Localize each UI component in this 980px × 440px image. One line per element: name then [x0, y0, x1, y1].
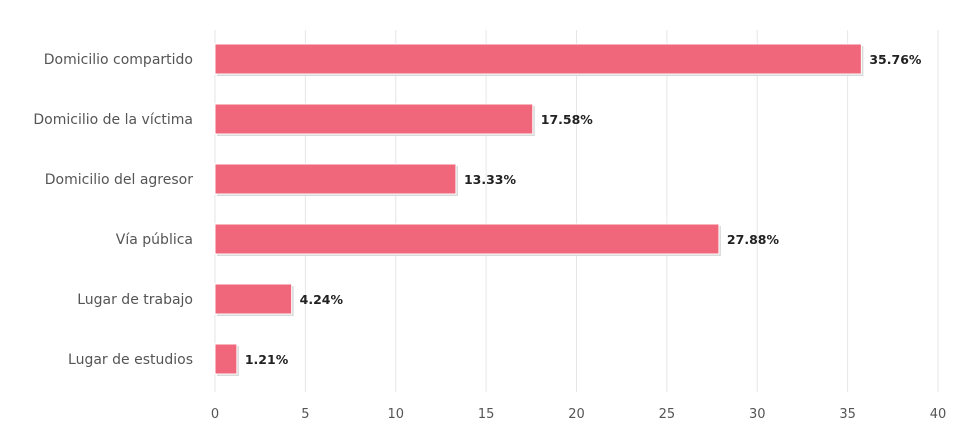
bar-4: [214, 283, 293, 315]
x-tick-label: 0: [211, 407, 219, 422]
data-label: 1.21%: [245, 352, 289, 367]
x-tick-label: 20: [568, 407, 585, 422]
bar-1: [214, 103, 534, 135]
chart-gridlines: [214, 30, 939, 392]
category-label: Domicilio de la víctima: [33, 112, 193, 128]
bar-0: [214, 43, 862, 75]
x-tick-label: 40: [930, 407, 947, 422]
data-label: 17.58%: [541, 112, 594, 127]
category-label: Lugar de estudios: [68, 352, 193, 368]
data-labels: 35.76% 17.58% 13.33% 27.88% 4.24% 1.21%: [245, 52, 922, 367]
category-label: Lugar de trabajo: [77, 292, 193, 308]
data-label: 13.33%: [464, 172, 517, 187]
data-label: 27.88%: [727, 232, 780, 247]
data-label: 4.24%: [300, 292, 344, 307]
bar-5: [214, 343, 238, 375]
category-labels: Domicilio compartido Domicilio de la víct…: [33, 52, 193, 368]
category-label: Domicilio compartido: [44, 52, 193, 68]
x-tick-label: 25: [659, 407, 676, 422]
data-label: 35.76%: [869, 52, 922, 67]
x-axis-ticks: 0 5 10 15 20 25 30 35 40: [211, 407, 946, 422]
x-tick-label: 35: [839, 407, 856, 422]
x-tick-label: 5: [301, 407, 309, 422]
x-tick-label: 15: [478, 407, 495, 422]
bar-2: [214, 163, 457, 195]
x-tick-label: 10: [387, 407, 404, 422]
category-label: Domicilio del agresor: [45, 172, 193, 188]
x-tick-label: 30: [749, 407, 766, 422]
chart-bars: [214, 43, 864, 376]
bar-3: [214, 223, 720, 255]
category-label: Vía pública: [116, 232, 193, 248]
